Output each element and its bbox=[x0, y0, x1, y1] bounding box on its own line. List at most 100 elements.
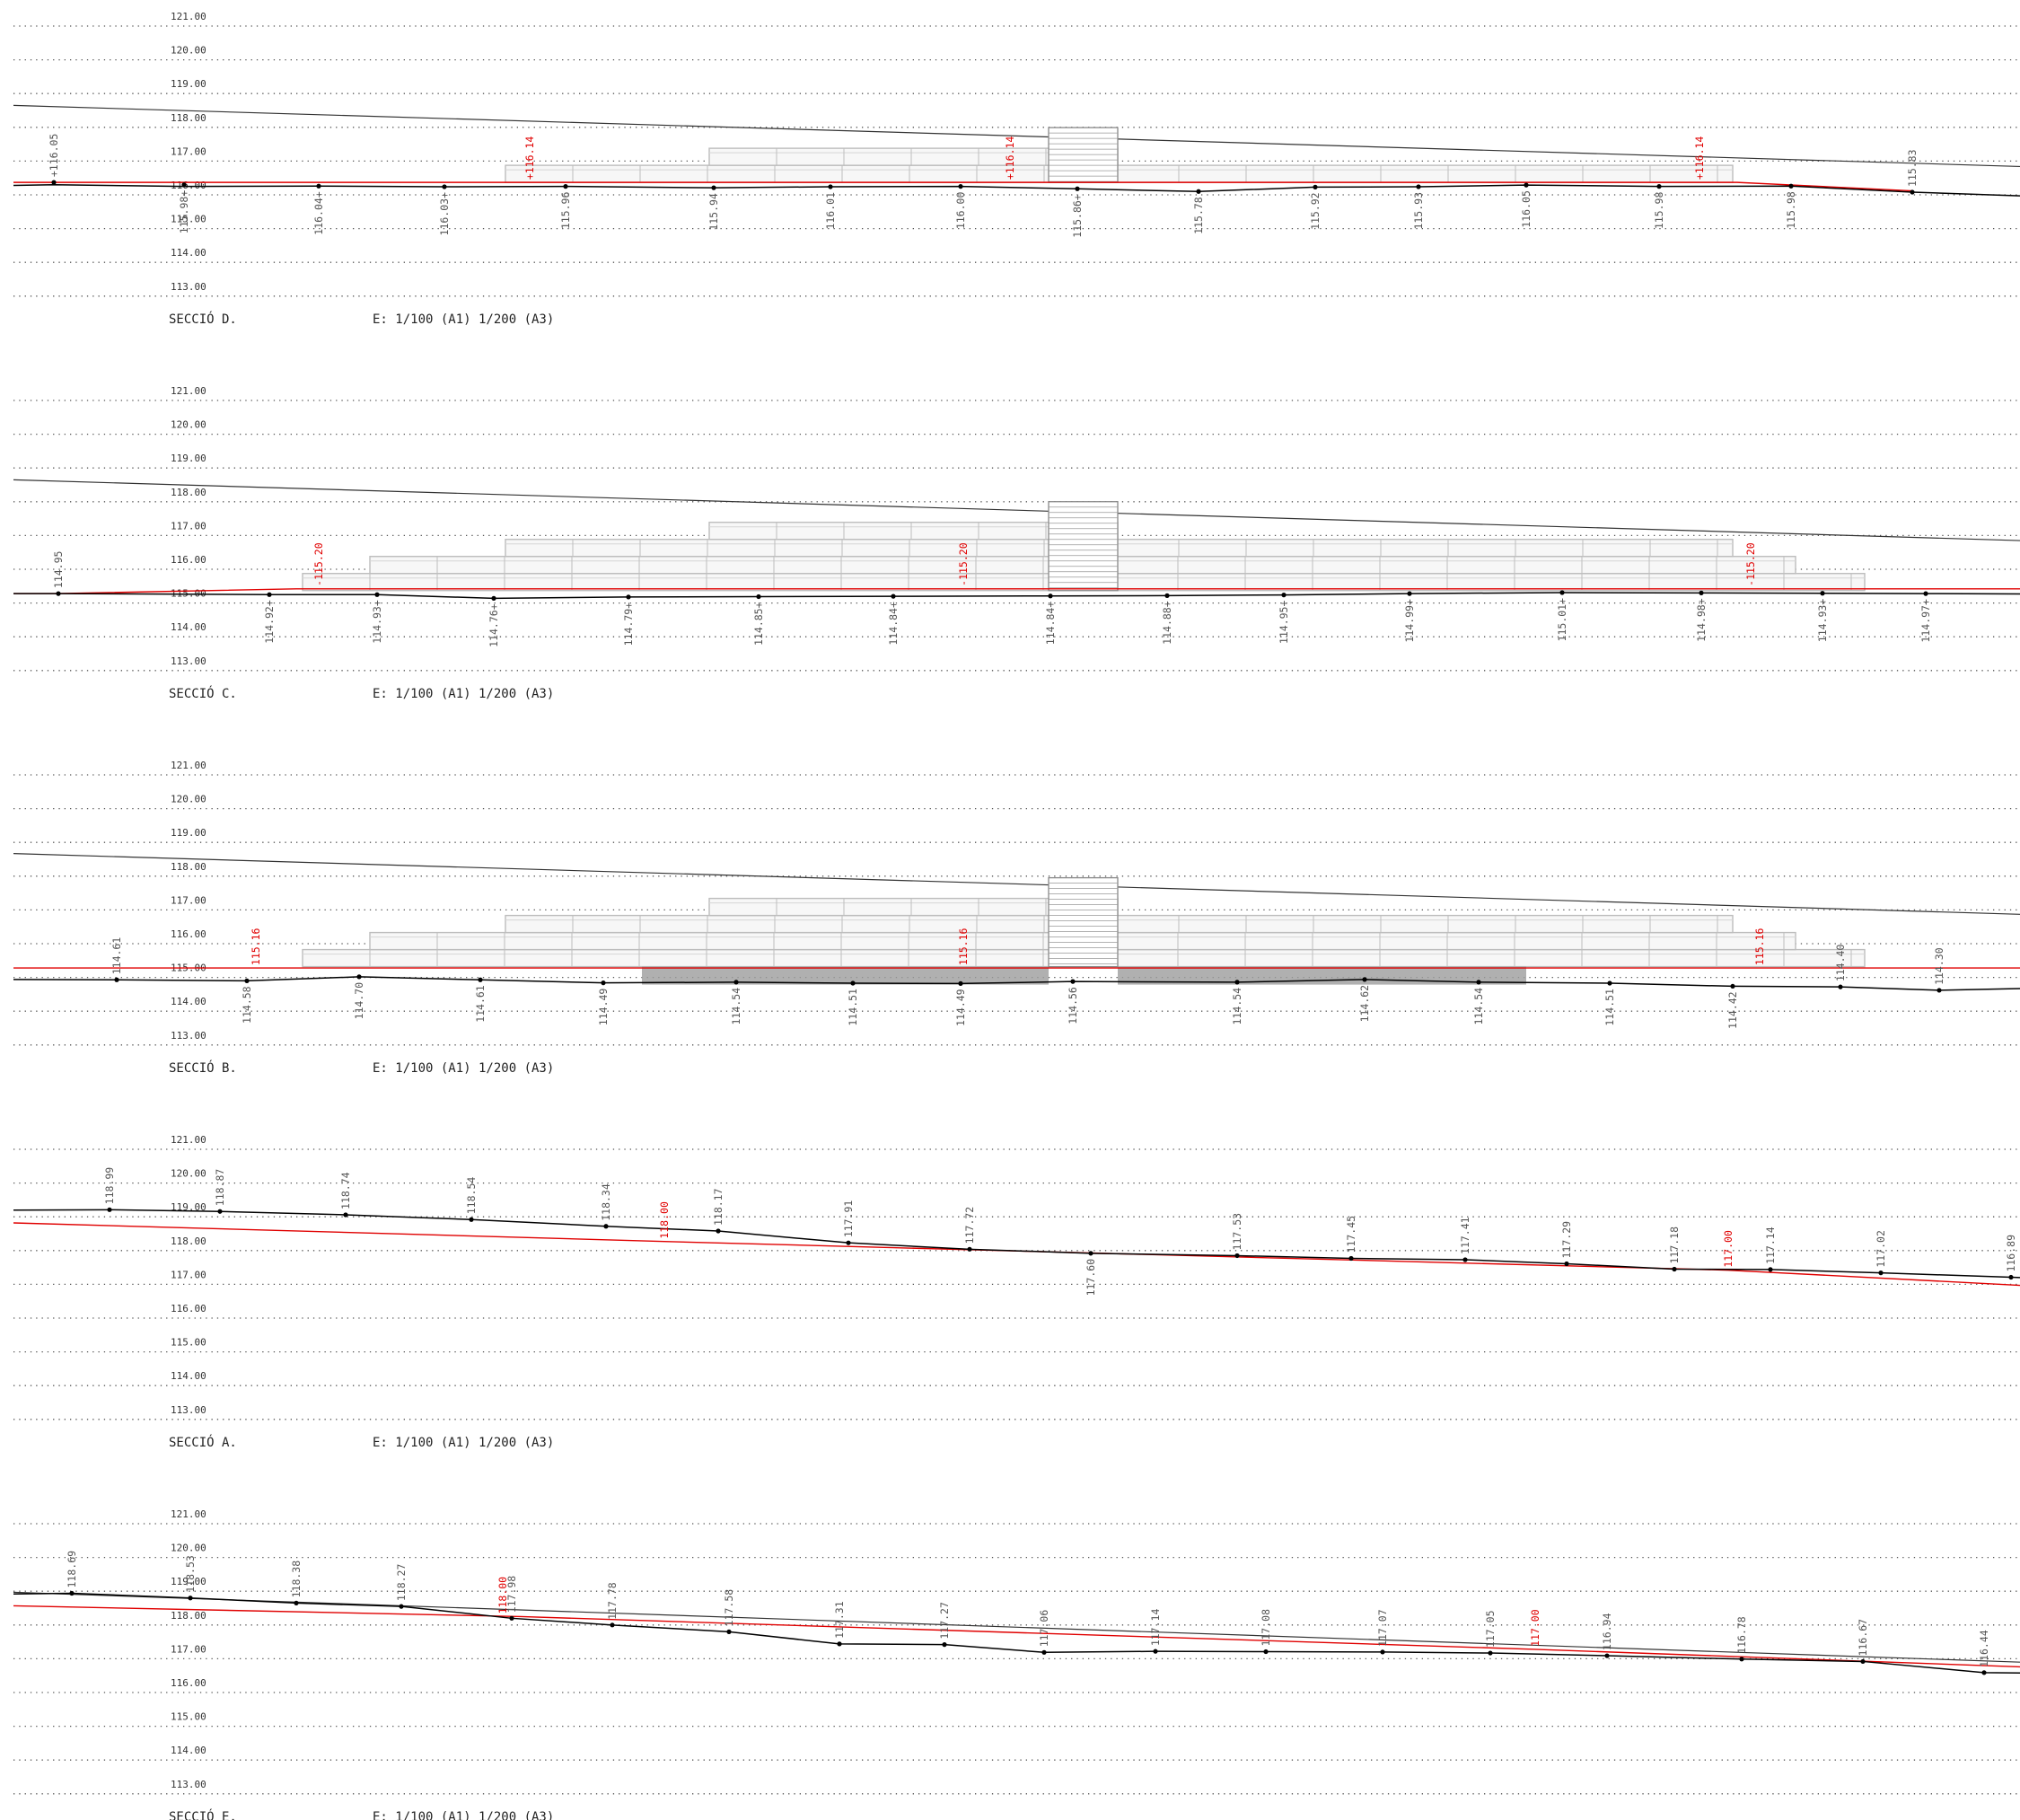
spot-level-label: 114.95 bbox=[52, 551, 65, 589]
grid-level-label: 115.00 bbox=[171, 1337, 206, 1349]
spot-level-point bbox=[1075, 186, 1080, 191]
reference-level-line bbox=[13, 1222, 2020, 1287]
reference-level-label: 118.00 bbox=[658, 1201, 671, 1239]
spot-level-label: 118.34 bbox=[600, 1183, 612, 1221]
grid-level-label: 113.00 bbox=[171, 1779, 206, 1790]
section-scale: E: 1/100 (A1) 1/200 (A3) bbox=[373, 1810, 554, 1820]
spot-level-point bbox=[942, 1642, 947, 1648]
stand-tier bbox=[505, 164, 1734, 183]
spot-level-label: 117.41 bbox=[1459, 1217, 1471, 1254]
spot-level-label: 116.44 bbox=[1978, 1630, 1990, 1667]
spot-level-point bbox=[1234, 1253, 1240, 1259]
spot-level-point bbox=[1607, 980, 1612, 986]
spot-level-point bbox=[958, 980, 963, 986]
grid-level-label: 119.00 bbox=[171, 78, 206, 90]
spot-level-point bbox=[343, 1212, 348, 1218]
spot-level-point bbox=[491, 595, 496, 601]
grid-level-label: 117.00 bbox=[171, 520, 206, 532]
spot-level-point bbox=[1910, 189, 1915, 195]
spot-level-point bbox=[1407, 591, 1412, 596]
grid-level-label: 121.00 bbox=[171, 385, 206, 397]
spot-level-label: 115.98 bbox=[1785, 191, 1797, 229]
spot-level-point bbox=[563, 184, 568, 189]
gravel-fill bbox=[1118, 966, 1526, 985]
reference-level-label: 115.16 bbox=[250, 928, 262, 965]
spot-level-point bbox=[1153, 1649, 1158, 1654]
spot-level-label: 118.74 bbox=[339, 1172, 352, 1209]
spot-level-point bbox=[1788, 183, 1794, 189]
section-scale: E: 1/100 (A1) 1/200 (A3) bbox=[373, 1061, 554, 1076]
section-scale: E: 1/100 (A1) 1/200 (A3) bbox=[373, 312, 554, 327]
spot-level-point bbox=[716, 1228, 721, 1234]
grid-level-label: 117.00 bbox=[171, 894, 206, 906]
upper-profile-line bbox=[13, 104, 2020, 168]
reference-level-label: +116.14 bbox=[523, 136, 536, 180]
spot-level-label: 118.38 bbox=[290, 1561, 303, 1598]
grid-level-label: 118.00 bbox=[171, 112, 206, 124]
spot-level-point bbox=[1699, 590, 1704, 595]
spot-level-label: 114.42 bbox=[1726, 991, 1739, 1029]
spot-level-point bbox=[188, 1596, 193, 1601]
spot-level-point bbox=[846, 1240, 851, 1245]
spot-level-point bbox=[1820, 591, 1825, 596]
spot-level-point bbox=[2008, 1274, 2014, 1280]
spot-level-point bbox=[828, 184, 833, 189]
spot-level-point bbox=[1196, 189, 1201, 194]
spot-level-label: 114.49 bbox=[597, 989, 610, 1026]
spot-level-point bbox=[1524, 182, 1529, 188]
spot-level-point bbox=[603, 1224, 609, 1229]
spot-level-label: 114.84+ bbox=[887, 602, 900, 646]
spot-level-label: 117.14 bbox=[1764, 1227, 1777, 1264]
spot-level-point bbox=[1559, 590, 1565, 595]
spot-level-point bbox=[891, 593, 896, 599]
spot-level-point bbox=[1313, 184, 1318, 189]
grid-level-label: 114.00 bbox=[171, 1370, 206, 1382]
spot-level-label: 115.86+ bbox=[1071, 194, 1084, 238]
spot-level-point bbox=[1234, 980, 1240, 985]
spot-level-point bbox=[1604, 1653, 1610, 1658]
spot-level-point bbox=[374, 592, 380, 597]
ground-profile-line bbox=[13, 592, 2020, 600]
spot-level-point bbox=[1981, 1670, 1987, 1675]
spot-level-point bbox=[756, 593, 761, 600]
ground-profile-line bbox=[13, 1209, 2020, 1279]
grid-level-label: 120.00 bbox=[171, 1543, 206, 1554]
stair-core bbox=[1048, 876, 1119, 968]
reference-level-label: 118.00 bbox=[496, 1577, 509, 1614]
spot-level-point bbox=[1923, 591, 1928, 596]
spot-level-label: 114.93+ bbox=[1816, 599, 1829, 643]
spot-level-label: 114.95+ bbox=[1278, 601, 1290, 645]
spot-level-label: 117.02 bbox=[1875, 1230, 1887, 1268]
spot-level-point bbox=[1937, 988, 1942, 993]
reference-level-label: 117.00 bbox=[1722, 1230, 1735, 1268]
spot-level-label: 115.98 bbox=[1653, 192, 1665, 230]
section-d: 121.00120.00119.00118.00117.00116.00115.… bbox=[13, 11, 2020, 327]
reference-level-label: +116.14 bbox=[1004, 136, 1016, 180]
ground-profile-line bbox=[13, 976, 2020, 991]
grid-level-label: 116.00 bbox=[171, 1677, 206, 1689]
reference-level-label: -115.20 bbox=[1744, 542, 1757, 586]
spot-level-point bbox=[1768, 1267, 1773, 1272]
spot-level-point bbox=[1048, 593, 1053, 599]
upper-profile-line bbox=[13, 479, 2020, 541]
spot-level-label: 118.87 bbox=[214, 1169, 226, 1207]
spot-level-label: 117.98 bbox=[505, 1576, 518, 1613]
spot-level-label: 114.51 bbox=[847, 989, 859, 1026]
spot-level-label: 114.30 bbox=[1933, 947, 1945, 985]
spot-level-point bbox=[626, 594, 631, 600]
grid-level-label: 116.00 bbox=[171, 1303, 206, 1314]
spot-level-label: 117.06 bbox=[1038, 1610, 1050, 1648]
reference-level-label: +116.14 bbox=[1693, 136, 1706, 180]
spot-level-label: 117.78 bbox=[606, 1582, 619, 1620]
spot-level-point bbox=[1564, 1261, 1569, 1267]
grid-level-label: 120.00 bbox=[171, 45, 206, 57]
spot-level-point bbox=[356, 974, 362, 980]
reference-level-label: -115.20 bbox=[312, 542, 325, 586]
spot-level-label: 114.92+ bbox=[263, 600, 276, 644]
grid-level-label: 121.00 bbox=[171, 11, 206, 22]
grid-level-label: 120.00 bbox=[171, 794, 206, 805]
upper-profile-line bbox=[13, 853, 2020, 915]
spot-level-point bbox=[509, 1615, 514, 1621]
spot-level-label: 117.60 bbox=[1085, 1259, 1097, 1297]
spot-level-point bbox=[181, 182, 187, 188]
